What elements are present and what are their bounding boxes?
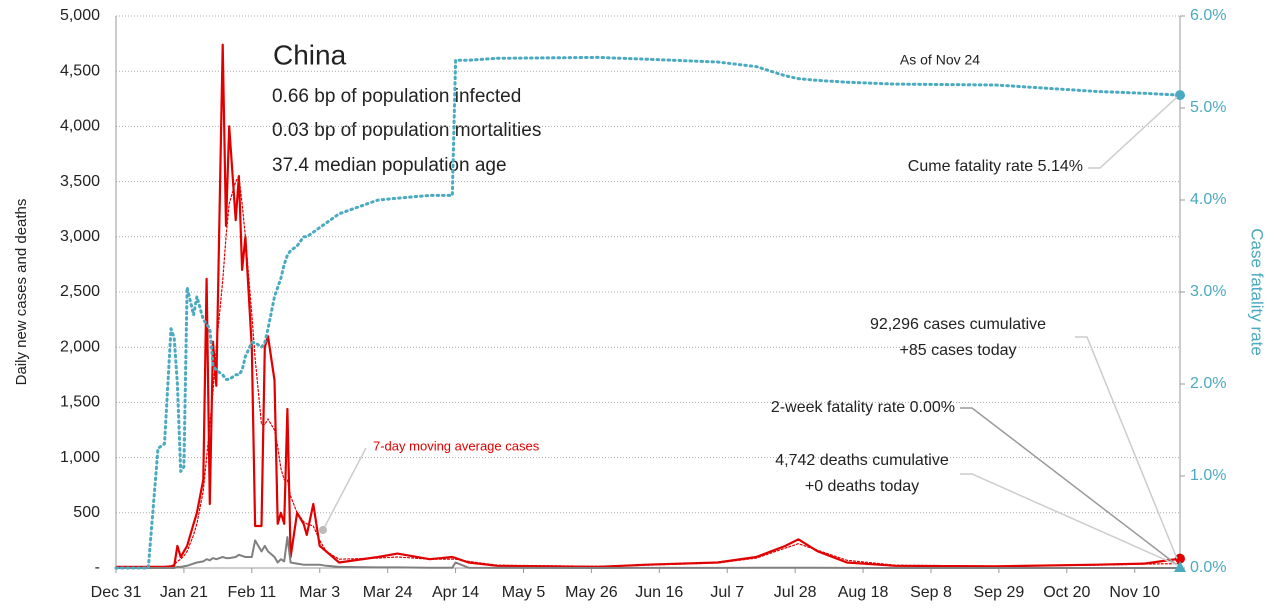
x-tick-label: Sep 8 xyxy=(910,584,952,601)
y-tick-label: 2,500 xyxy=(60,283,100,300)
y2-tick-label: 3.0% xyxy=(1190,283,1226,300)
annotation-connector xyxy=(322,447,367,531)
annotation: 4,742 deaths cumulative xyxy=(775,452,949,469)
y-axis-label: Daily new cases and deaths xyxy=(13,199,30,386)
x-tick-label: Sep 29 xyxy=(974,584,1025,601)
annotation: +85 cases today xyxy=(900,342,1017,359)
subtitle: 0.66 bp of population infected xyxy=(272,86,521,107)
x-tick-label: May 26 xyxy=(565,584,618,601)
y-tick-label: 4,500 xyxy=(60,62,100,79)
x-tick-label: Jul 28 xyxy=(774,584,817,601)
end-marker xyxy=(1175,553,1185,564)
series-line xyxy=(114,55,1182,570)
y2-tick-label: 6.0% xyxy=(1190,7,1226,24)
x-tick-label: Mar 3 xyxy=(299,584,340,601)
y-tick-label: 4,000 xyxy=(60,118,100,135)
end-marker xyxy=(1175,90,1185,101)
series-line xyxy=(116,43,1181,568)
y-tick-label: 500 xyxy=(73,504,100,521)
annotation-dot xyxy=(319,526,327,534)
y2-tick-label: 4.0% xyxy=(1190,191,1226,208)
series-label: 7-day moving average cases xyxy=(373,438,540,453)
annotation-connector xyxy=(960,407,1178,566)
series-line xyxy=(116,536,1180,569)
y-tick-label: 3,000 xyxy=(60,228,100,245)
y-tick-label: 1,000 xyxy=(60,449,100,466)
x-tick-label: Jul 7 xyxy=(710,584,744,601)
y2-axis-label: Case fatality rate xyxy=(1248,228,1267,356)
y2-tick-label: 0.0% xyxy=(1190,559,1226,576)
x-tick-label: Aug 18 xyxy=(838,584,889,601)
x-tick-label: May 5 xyxy=(502,584,546,601)
chart-title: China xyxy=(273,39,347,70)
y2-tick-label: 1.0% xyxy=(1190,467,1226,484)
annotation-connector xyxy=(1088,96,1178,169)
x-tick-label: Apr 14 xyxy=(432,584,479,601)
subtitle: 37.4 median population age xyxy=(272,155,507,176)
y-tick-label: - xyxy=(95,559,100,576)
x-tick-label: Mar 24 xyxy=(363,584,413,601)
x-tick-label: Dec 31 xyxy=(91,584,142,601)
series-line xyxy=(115,175,1181,568)
annotation: Cume fatality rate 5.14% xyxy=(908,158,1083,175)
x-tick-label: Oct 20 xyxy=(1043,584,1090,601)
annotation: +0 deaths today xyxy=(805,478,919,495)
y2-tick-label: 5.0% xyxy=(1190,99,1226,116)
annotation: 92,296 cases cumulative xyxy=(870,316,1046,333)
annotation: As of Nov 24 xyxy=(900,52,980,68)
end-marker xyxy=(1174,561,1186,572)
y-tick-label: 1,500 xyxy=(60,394,100,411)
y-tick-label: 2,000 xyxy=(60,338,100,355)
subtitle: 0.03 bp of population mortalities xyxy=(272,120,541,141)
x-tick-label: Nov 10 xyxy=(1109,584,1160,601)
x-tick-label: Feb 11 xyxy=(228,584,277,601)
y2-tick-label: 2.0% xyxy=(1190,375,1226,392)
y-tick-label: 3,500 xyxy=(60,173,100,190)
annotation-connector xyxy=(1075,336,1178,559)
x-tick-label: Jun 16 xyxy=(635,584,683,601)
annotation-connector xyxy=(960,473,1178,566)
y-tick-label: 5,000 xyxy=(60,7,100,24)
annotation: 2-week fatality rate 0.00% xyxy=(771,399,955,416)
x-tick-label: Jan 21 xyxy=(160,584,208,601)
